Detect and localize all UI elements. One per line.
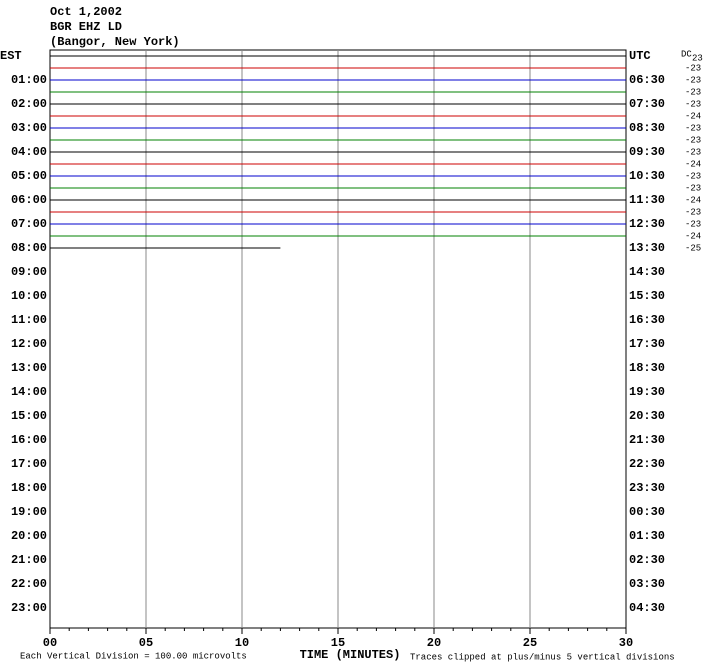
title-line: BGR EHZ LD	[50, 20, 122, 34]
x-axis-label: TIME (MINUTES)	[300, 648, 401, 662]
left-time-label: 05:00	[11, 169, 47, 183]
right-time-label: 08:30	[629, 121, 665, 135]
right-time-label: 16:30	[629, 313, 665, 327]
x-tick-label: 10	[235, 636, 249, 650]
left-time-label: 01:00	[11, 73, 47, 87]
left-time-label: 18:00	[11, 481, 47, 495]
left-time-label: 08:00	[11, 241, 47, 255]
x-tick-label: 15	[331, 636, 345, 650]
dc-offset: -23	[685, 63, 701, 73]
right-time-label: 14:30	[629, 265, 665, 279]
left-time-label: 22:00	[11, 577, 47, 591]
left-time-label: 11:00	[11, 313, 47, 327]
right-time-label: 21:30	[629, 433, 665, 447]
dc-label: DC	[681, 49, 692, 59]
title-line: Oct 1,2002	[50, 5, 122, 19]
title-line: (Bangor, New York)	[50, 35, 180, 49]
dc-offset: -23	[685, 147, 701, 157]
right-time-label: 00:30	[629, 505, 665, 519]
x-tick-label: 00	[43, 636, 57, 650]
left-time-label: 14:00	[11, 385, 47, 399]
left-time-label: EST	[0, 49, 22, 63]
right-time-label: 13:30	[629, 241, 665, 255]
left-time-label: 09:00	[11, 265, 47, 279]
left-time-label: 07:00	[11, 217, 47, 231]
left-time-label: 02:00	[11, 97, 47, 111]
dc-offset: -24	[685, 231, 701, 241]
right-time-label: UTC	[629, 49, 651, 63]
right-time-label: 01:30	[629, 529, 665, 543]
dc-offset: -23	[685, 219, 701, 229]
right-time-label: 15:30	[629, 289, 665, 303]
right-time-label: 03:30	[629, 577, 665, 591]
dc-offset: -23	[685, 171, 701, 181]
dc-offset: -24	[685, 159, 701, 169]
dc-offset: -25	[685, 243, 701, 253]
left-time-label: 15:00	[11, 409, 47, 423]
right-time-label: 19:30	[629, 385, 665, 399]
right-time-label: 22:30	[629, 457, 665, 471]
left-time-label: 06:00	[11, 193, 47, 207]
right-time-label: 10:30	[629, 169, 665, 183]
right-time-label: 06:30	[629, 73, 665, 87]
dc-offset: -23	[685, 183, 701, 193]
right-time-label: 17:30	[629, 337, 665, 351]
dc-offset: -23	[685, 123, 701, 133]
dc-offset: 23	[692, 53, 703, 63]
right-time-label: 23:30	[629, 481, 665, 495]
left-time-label: 23:00	[11, 601, 47, 615]
right-time-label: 07:30	[629, 97, 665, 111]
right-time-label: 12:30	[629, 217, 665, 231]
right-time-label: 18:30	[629, 361, 665, 375]
dc-offset: -24	[685, 195, 701, 205]
left-time-label: 16:00	[11, 433, 47, 447]
left-time-label: 04:00	[11, 145, 47, 159]
footer-left: Each Vertical Division = 100.00 microvol…	[20, 651, 247, 661]
right-time-label: 11:30	[629, 193, 665, 207]
left-time-label: 17:00	[11, 457, 47, 471]
left-time-label: 20:00	[11, 529, 47, 543]
x-tick-label: 25	[523, 636, 537, 650]
dc-offset: -23	[685, 207, 701, 217]
left-time-label: 10:00	[11, 289, 47, 303]
dc-offset: -23	[685, 99, 701, 109]
dc-offset: -23	[685, 75, 701, 85]
dc-offset: -24	[685, 111, 701, 121]
x-tick-label: 20	[427, 636, 441, 650]
left-time-label: 21:00	[11, 553, 47, 567]
left-time-label: 19:00	[11, 505, 47, 519]
left-time-label: 12:00	[11, 337, 47, 351]
right-time-label: 20:30	[629, 409, 665, 423]
x-tick-label: 05	[139, 636, 153, 650]
right-time-label: 09:30	[629, 145, 665, 159]
left-time-label: 03:00	[11, 121, 47, 135]
dc-offset: -23	[685, 135, 701, 145]
footer-right: Traces clipped at plus/minus 5 vertical …	[410, 652, 675, 662]
x-tick-label: 30	[619, 636, 633, 650]
right-time-label: 04:30	[629, 601, 665, 615]
left-time-label: 13:00	[11, 361, 47, 375]
right-time-label: 02:30	[629, 553, 665, 567]
dc-offset: -23	[685, 87, 701, 97]
